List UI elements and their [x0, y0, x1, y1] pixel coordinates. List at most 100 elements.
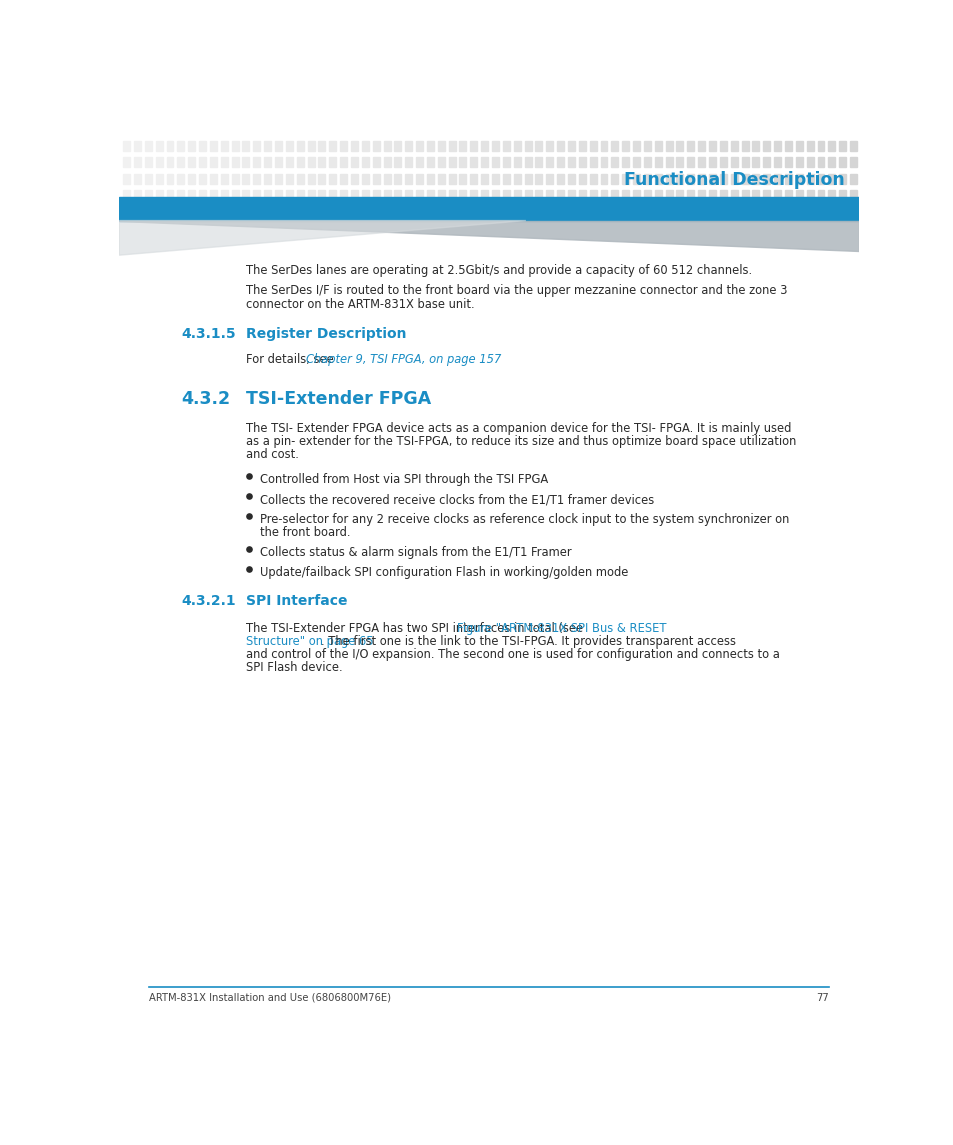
- Bar: [546, 174, 553, 183]
- Text: Functional Description: Functional Description: [623, 171, 843, 189]
- Bar: [232, 190, 238, 199]
- Bar: [773, 190, 781, 199]
- Bar: [232, 174, 238, 183]
- Bar: [340, 190, 347, 199]
- Bar: [578, 141, 585, 151]
- Bar: [188, 141, 195, 151]
- Bar: [296, 174, 303, 183]
- Bar: [253, 141, 260, 151]
- Bar: [329, 157, 335, 167]
- Bar: [665, 141, 672, 151]
- Bar: [567, 157, 575, 167]
- Text: the front board.: the front board.: [259, 527, 350, 539]
- Bar: [535, 141, 542, 151]
- Bar: [621, 190, 629, 199]
- Bar: [480, 190, 488, 199]
- Bar: [177, 141, 184, 151]
- Bar: [557, 174, 563, 183]
- Bar: [784, 141, 791, 151]
- Bar: [329, 141, 335, 151]
- Bar: [567, 141, 575, 151]
- Bar: [470, 190, 476, 199]
- Bar: [502, 141, 509, 151]
- Bar: [654, 174, 661, 183]
- Bar: [274, 174, 282, 183]
- Bar: [220, 190, 228, 199]
- Bar: [416, 174, 422, 183]
- Bar: [383, 174, 390, 183]
- Bar: [123, 157, 130, 167]
- Bar: [752, 174, 759, 183]
- Bar: [351, 157, 357, 167]
- Bar: [264, 174, 271, 183]
- Bar: [871, 174, 878, 183]
- Bar: [242, 174, 249, 183]
- Text: Collects status & alarm signals from the E1/T1 Framer: Collects status & alarm signals from the…: [259, 546, 571, 559]
- Bar: [274, 141, 282, 151]
- Bar: [903, 157, 910, 167]
- Bar: [849, 190, 856, 199]
- Bar: [914, 174, 922, 183]
- Bar: [686, 174, 694, 183]
- Bar: [730, 174, 737, 183]
- Bar: [199, 190, 206, 199]
- Bar: [633, 174, 639, 183]
- Bar: [470, 157, 476, 167]
- Bar: [145, 190, 152, 199]
- Bar: [708, 141, 716, 151]
- Bar: [373, 141, 379, 151]
- Bar: [199, 157, 206, 167]
- Bar: [318, 174, 325, 183]
- Bar: [123, 190, 130, 199]
- Bar: [188, 157, 195, 167]
- Bar: [448, 190, 456, 199]
- Bar: [589, 141, 596, 151]
- Bar: [893, 190, 900, 199]
- Bar: [730, 157, 737, 167]
- Bar: [740, 157, 748, 167]
- Bar: [373, 190, 379, 199]
- Bar: [394, 141, 401, 151]
- Bar: [686, 190, 694, 199]
- Bar: [849, 174, 856, 183]
- Bar: [220, 174, 228, 183]
- Bar: [232, 157, 238, 167]
- Bar: [773, 141, 781, 151]
- Bar: [286, 141, 293, 151]
- Bar: [795, 190, 802, 199]
- Bar: [307, 174, 314, 183]
- Bar: [155, 190, 162, 199]
- Bar: [416, 190, 422, 199]
- Bar: [806, 141, 813, 151]
- Bar: [903, 141, 910, 151]
- Bar: [242, 157, 249, 167]
- Bar: [546, 190, 553, 199]
- Bar: [459, 190, 466, 199]
- Bar: [373, 157, 379, 167]
- Text: The TSI-Extender FPGA has two SPI interfaces in total (see: The TSI-Extender FPGA has two SPI interf…: [245, 622, 586, 634]
- Bar: [708, 174, 716, 183]
- Bar: [155, 157, 162, 167]
- Bar: [492, 141, 498, 151]
- Bar: [740, 190, 748, 199]
- Bar: [676, 157, 682, 167]
- Bar: [893, 157, 900, 167]
- Bar: [133, 157, 141, 167]
- Bar: [665, 157, 672, 167]
- Bar: [133, 190, 141, 199]
- Bar: [795, 141, 802, 151]
- Bar: [220, 141, 228, 151]
- Bar: [437, 157, 444, 167]
- Bar: [351, 174, 357, 183]
- Bar: [296, 141, 303, 151]
- Bar: [416, 157, 422, 167]
- Text: For details, see: For details, see: [245, 353, 336, 366]
- Bar: [448, 141, 456, 151]
- Bar: [405, 174, 412, 183]
- Bar: [361, 190, 369, 199]
- Bar: [524, 190, 531, 199]
- Bar: [665, 174, 672, 183]
- Bar: [318, 141, 325, 151]
- Bar: [784, 157, 791, 167]
- Bar: [784, 174, 791, 183]
